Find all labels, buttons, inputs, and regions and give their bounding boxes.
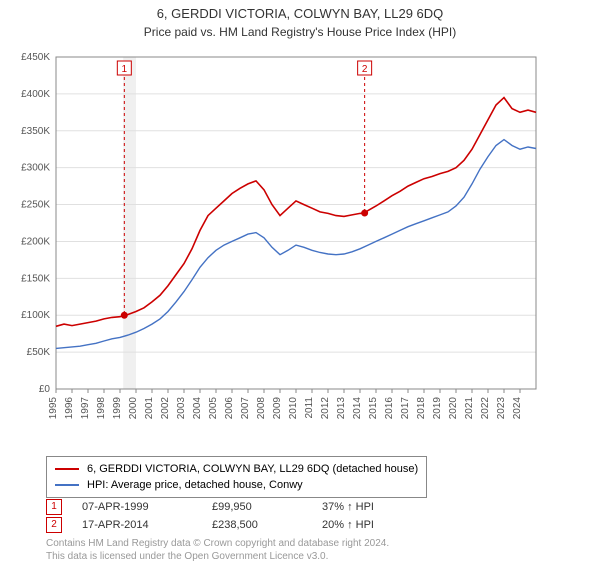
line-chart: £0 £50K £100K £150K £200K £250K £300K £350K £400… [10, 47, 550, 427]
svg-text:2002: 2002 [160, 397, 171, 420]
svg-text:2008: 2008 [256, 397, 267, 420]
svg-text:2004: 2004 [192, 397, 203, 420]
legend-item: 6, GERDDI VICTORIA, COLWYN BAY, LL29 6DQ… [55, 461, 418, 477]
svg-text:2000: 2000 [128, 397, 139, 420]
svg-text:2022: 2022 [480, 397, 491, 420]
legend-swatch [55, 468, 79, 470]
chart-subtitle: Price paid vs. HM Land Registry's House … [0, 25, 600, 39]
sale-date: 17-APR-2014 [82, 519, 212, 531]
sales-table: 1 07-APR-1999£99,95037% ↑ HPI 2 17-APR-2014… [46, 498, 402, 534]
svg-text:1997: 1997 [80, 397, 91, 420]
svg-text:£350K: £350K [21, 126, 50, 137]
legend-label: HPI: Average price, detached house, Conw… [87, 479, 303, 491]
sale-price: £99,950 [212, 501, 322, 513]
svg-text:£450K: £450K [21, 52, 50, 63]
svg-text:2021: 2021 [464, 397, 475, 420]
svg-text:£0: £0 [39, 384, 51, 395]
sale-pct: 37% ↑ HPI [322, 501, 402, 513]
svg-text:2012: 2012 [320, 397, 331, 420]
svg-text:2005: 2005 [208, 397, 219, 420]
svg-text:2006: 2006 [224, 397, 235, 420]
svg-text:2018: 2018 [416, 397, 427, 420]
svg-text:2013: 2013 [336, 397, 347, 420]
sale-date: 07-APR-1999 [82, 501, 212, 513]
footnote-line: Contains HM Land Registry data © Crown c… [46, 538, 389, 551]
sale-marker: 2 [46, 517, 62, 533]
svg-text:£100K: £100K [21, 310, 50, 321]
svg-text:2017: 2017 [400, 397, 411, 420]
svg-text:£250K: £250K [21, 200, 50, 211]
legend-label: 6, GERDDI VICTORIA, COLWYN BAY, LL29 6DQ… [87, 463, 418, 475]
svg-text:£150K: £150K [21, 273, 50, 284]
legend: 6, GERDDI VICTORIA, COLWYN BAY, LL29 6DQ… [46, 456, 427, 498]
svg-text:£300K: £300K [21, 163, 50, 174]
svg-text:1995: 1995 [48, 397, 59, 420]
chart-title: 6, GERDDI VICTORIA, COLWYN BAY, LL29 6DQ [0, 6, 600, 21]
footnote-line: This data is licensed under the Open Gov… [46, 551, 389, 564]
svg-text:2010: 2010 [288, 397, 299, 420]
sale-row: 2 17-APR-2014£238,50020% ↑ HPI [46, 516, 402, 534]
svg-text:2020: 2020 [448, 397, 459, 420]
svg-text:2015: 2015 [368, 397, 379, 420]
svg-text:2003: 2003 [176, 397, 187, 420]
svg-text:1: 1 [122, 64, 128, 75]
sale-price: £238,500 [212, 519, 322, 531]
svg-text:2019: 2019 [432, 397, 443, 420]
svg-text:2024: 2024 [512, 397, 523, 420]
svg-text:£50K: £50K [27, 347, 51, 358]
svg-text:2007: 2007 [240, 397, 251, 420]
svg-text:2: 2 [362, 64, 368, 75]
sale-row: 1 07-APR-1999£99,95037% ↑ HPI [46, 498, 402, 516]
legend-swatch [55, 484, 79, 486]
svg-text:2023: 2023 [496, 397, 507, 420]
svg-text:2011: 2011 [304, 397, 315, 419]
svg-text:£200K: £200K [21, 236, 50, 247]
svg-text:2016: 2016 [384, 397, 395, 420]
chart-area: £0 £50K £100K £150K £200K £250K £300K £350K £400… [10, 47, 600, 432]
svg-text:1996: 1996 [64, 397, 75, 420]
legend-item: HPI: Average price, detached house, Conw… [55, 477, 418, 493]
sale-pct: 20% ↑ HPI [322, 519, 402, 531]
svg-text:1998: 1998 [96, 397, 107, 420]
svg-text:2001: 2001 [144, 397, 155, 420]
svg-text:£400K: £400K [21, 89, 50, 100]
sale-marker: 1 [46, 499, 62, 515]
footnote: Contains HM Land Registry data © Crown c… [46, 538, 389, 563]
svg-text:2009: 2009 [272, 397, 283, 420]
svg-text:1999: 1999 [112, 397, 123, 420]
svg-text:2014: 2014 [352, 397, 363, 420]
